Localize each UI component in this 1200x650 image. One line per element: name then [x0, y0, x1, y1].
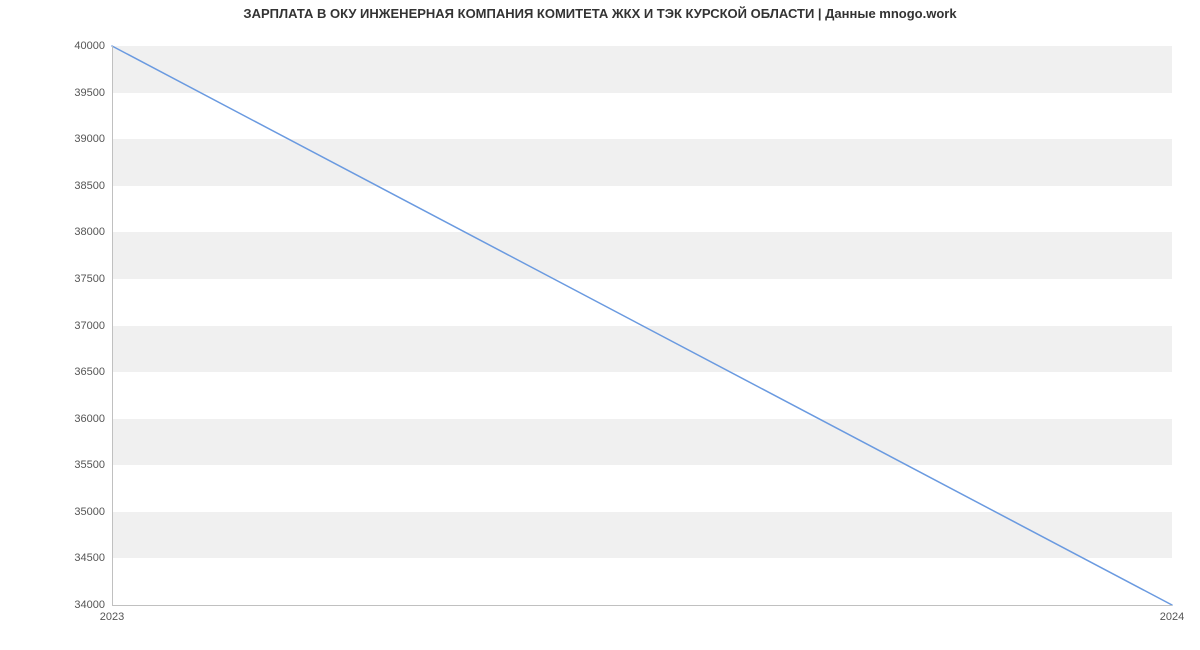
chart-title: ЗАРПЛАТА В ОКУ ИНЖЕНЕРНАЯ КОМПАНИЯ КОМИТ…	[0, 6, 1200, 21]
x-axis	[112, 605, 1172, 606]
x-tick-label: 2024	[1160, 611, 1184, 623]
y-tick-label: 38000	[57, 226, 105, 238]
y-tick-label: 36500	[57, 366, 105, 378]
y-tick-label: 37000	[57, 320, 105, 332]
y-tick-label: 34000	[57, 599, 105, 611]
y-axis	[112, 46, 113, 605]
salary-line-chart: ЗАРПЛАТА В ОКУ ИНЖЕНЕРНАЯ КОМПАНИЯ КОМИТ…	[0, 0, 1200, 650]
y-tick-label: 38500	[57, 180, 105, 192]
y-tick-label: 34500	[57, 552, 105, 564]
x-tick-label: 2023	[100, 611, 124, 623]
y-tick-label: 39000	[57, 133, 105, 145]
y-tick-label: 39500	[57, 87, 105, 99]
y-tick-label: 35000	[57, 506, 105, 518]
y-tick-label: 40000	[57, 40, 105, 52]
y-tick-label: 36000	[57, 413, 105, 425]
data-line	[112, 46, 1172, 605]
y-tick-label: 35500	[57, 459, 105, 471]
plot-area: 3400034500350003550036000365003700037500…	[112, 46, 1172, 605]
y-tick-label: 37500	[57, 273, 105, 285]
